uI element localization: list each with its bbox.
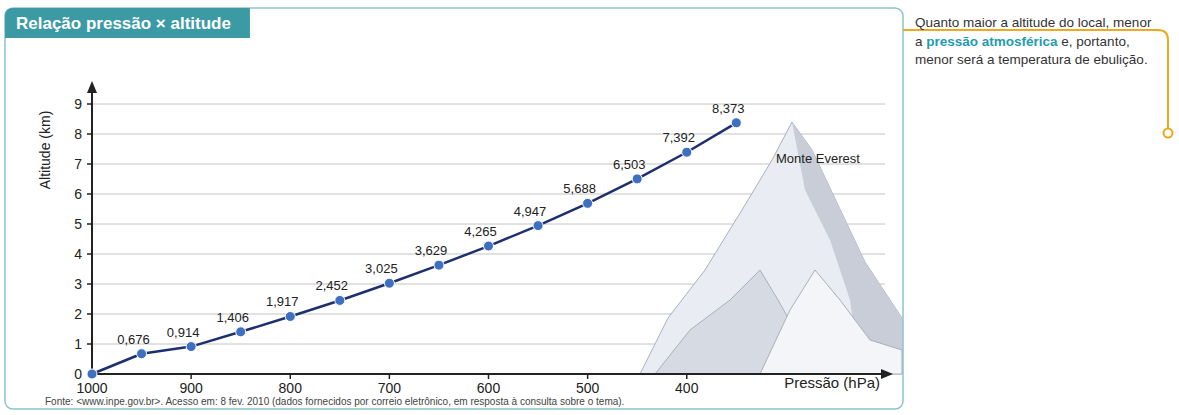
point: [632, 174, 642, 184]
x-tick-label: 1000: [76, 380, 107, 396]
x-tick: [587, 374, 589, 379]
data-label: 0,914: [167, 325, 200, 340]
data-label: 1,406: [216, 310, 249, 325]
y-tick: [87, 283, 92, 285]
data-label: 4,265: [464, 224, 497, 239]
mountain: [640, 122, 902, 374]
x-tick: [290, 374, 292, 379]
point: [583, 198, 593, 208]
caption: Quanto maior a altitude do local, menor …: [915, 14, 1153, 70]
x-tick-label: 700: [378, 380, 402, 396]
data-label: 5,688: [563, 181, 596, 196]
data-label: 4,947: [514, 204, 547, 219]
point: [533, 221, 543, 231]
y-tick: [87, 253, 92, 255]
x-tick-label: 900: [179, 380, 203, 396]
title-tab: [5, 8, 250, 38]
y-tick-label: 7: [74, 156, 82, 172]
y-tick: [87, 103, 92, 105]
y-axis: [91, 89, 93, 374]
y-tick: [87, 163, 92, 165]
y-arrow: [87, 81, 97, 93]
series: [87, 118, 741, 379]
y-tick-label: 9: [74, 96, 82, 112]
x-tick-label: 500: [576, 380, 600, 396]
y-tick: [87, 313, 92, 315]
point: [384, 278, 394, 288]
caption-highlight: pressão atmosférica: [926, 34, 1057, 49]
y-tick-label: 8: [74, 126, 82, 142]
point: [434, 260, 444, 270]
x-tick-label: 800: [279, 380, 303, 396]
mountain-body: [640, 122, 902, 374]
data-label: 1,917: [266, 294, 299, 309]
y-tick-label: 4: [74, 246, 82, 262]
x-tick: [190, 374, 192, 379]
source: Fonte: <www.inpe.gov.br>. Acesso em: 8 f…: [45, 396, 624, 407]
point: [682, 147, 692, 157]
y-tick-label: 2: [74, 306, 82, 322]
x-tick: [389, 374, 391, 379]
x-tick: [488, 374, 490, 379]
data-label: 2,452: [316, 278, 349, 293]
y-tick: [87, 223, 92, 225]
line: [92, 123, 736, 374]
data-label: 6,503: [613, 157, 646, 172]
grid-line: [92, 134, 885, 135]
point: [87, 369, 97, 379]
point: [137, 349, 147, 359]
point: [236, 327, 246, 337]
data-label: 0,676: [117, 332, 150, 347]
y-tick-label: 5: [74, 216, 82, 232]
mountain-front: [760, 270, 902, 374]
data-label: 8,373: [712, 101, 745, 116]
bracket-dot: [1164, 129, 1173, 138]
x-tick-label: 400: [675, 380, 699, 396]
y-tick-label: 6: [74, 186, 82, 202]
point: [285, 311, 295, 321]
grid-line: [92, 164, 885, 165]
x-tick: [686, 374, 688, 379]
y-tick: [87, 133, 92, 135]
page: Relação pressão × altitude Monte Everest 1…: [0, 0, 1179, 415]
x-tick-label: 600: [477, 380, 501, 396]
bracket: [903, 30, 1168, 128]
frame: [5, 8, 903, 409]
point: [186, 342, 196, 352]
title: Relação pressão × altitude: [16, 14, 231, 33]
y-tick: [87, 193, 92, 195]
data-label: 3,025: [365, 261, 398, 276]
point: [484, 241, 494, 251]
data-label: 7,392: [662, 130, 695, 145]
y-tick-label: 3: [74, 276, 82, 292]
y-tick-label: 1: [74, 336, 82, 352]
x-arrow: [881, 369, 893, 379]
data-label: 3,629: [415, 243, 448, 258]
x-axis-title: Pressão (hPa): [784, 374, 880, 391]
y-tick-label: 0: [74, 366, 82, 382]
point: [731, 118, 741, 128]
grid-line: [92, 104, 885, 105]
y-tick: [87, 343, 92, 345]
annotation: Monte Everest: [776, 151, 860, 166]
y-axis-title: Altitude (km): [37, 111, 53, 190]
point: [335, 295, 345, 305]
